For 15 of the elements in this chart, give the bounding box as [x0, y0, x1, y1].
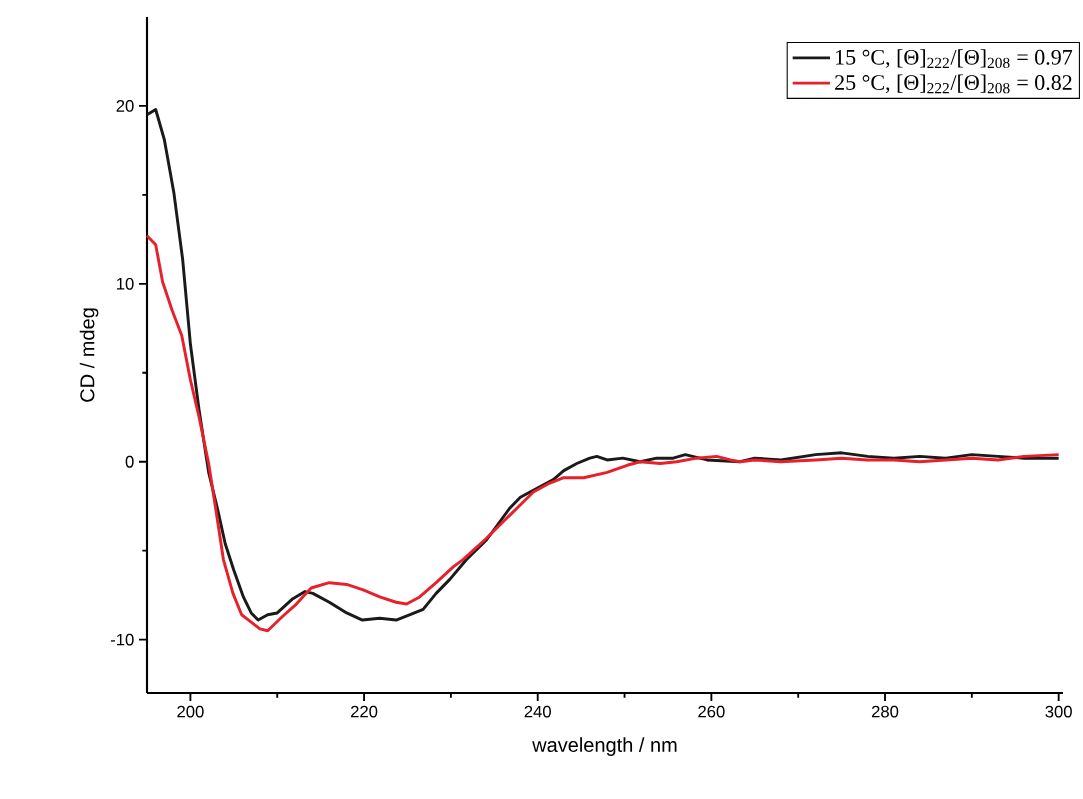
line-series [145, 234, 1061, 633]
y-tick-label: 20 [116, 100, 134, 112]
y-axis-title: CD / mdeg [79, 308, 99, 402]
legend-label: 15 °C, [Θ]$_{222}$/[Θ]$_{208}$ = 0.97 [836, 49, 1073, 69]
x-tick-label: 260 [698, 705, 725, 718]
x-tick-label: 240 [524, 705, 551, 718]
y-tick-label: 10 [117, 277, 134, 290]
x-tick-label: 280 [871, 705, 899, 718]
x-tick-label: 200 [177, 705, 204, 718]
y-tick-label: -10 [110, 633, 134, 646]
x-tick-label: 300 [1045, 705, 1072, 718]
y-tick-label: 0 [125, 455, 134, 468]
x-axis-title: wavelength / nm [532, 737, 677, 756]
legend-label: 25 °C, [Θ]$_{222}$/[Θ]$_{208}$ = 0.82 [835, 74, 1072, 94]
x-tick-label: 220 [351, 705, 378, 718]
